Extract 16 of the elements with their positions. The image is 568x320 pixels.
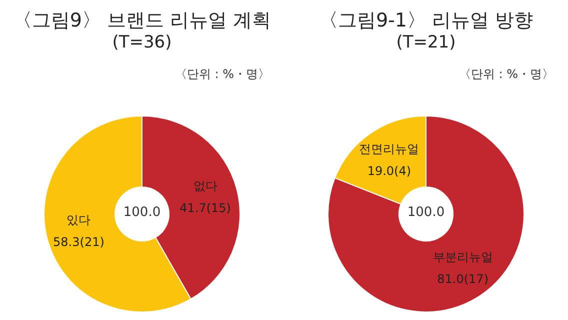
slice-label: 전면리뉴얼 <box>359 142 420 156</box>
text: 100.0 <box>407 205 445 220</box>
text: 〈단위 : %・명〉 <box>458 67 554 81</box>
text: 〈단위 : %・명〉 <box>174 67 270 81</box>
chart-subtitle: (T=21) <box>396 32 456 52</box>
data-label: 19.0(4) <box>367 164 412 178</box>
slice-label: 없다 <box>193 179 218 194</box>
chart-title: 〈그림9〉 브랜드 리뉴얼 계획 <box>12 10 272 32</box>
data-label: 81.0(17) <box>437 272 488 286</box>
slice-label: 부분리뉴얼 <box>432 250 493 264</box>
data-label: 41.7(15) <box>180 201 231 216</box>
chart-subtitle: (T=36) <box>112 32 172 52</box>
data-label: 58.3(21) <box>53 234 104 249</box>
text: 100.0 <box>123 205 161 220</box>
slice-label: 있다 <box>66 212 91 227</box>
chart-title: 〈그림9-1〉 리뉴얼 방향 <box>318 10 534 32</box>
